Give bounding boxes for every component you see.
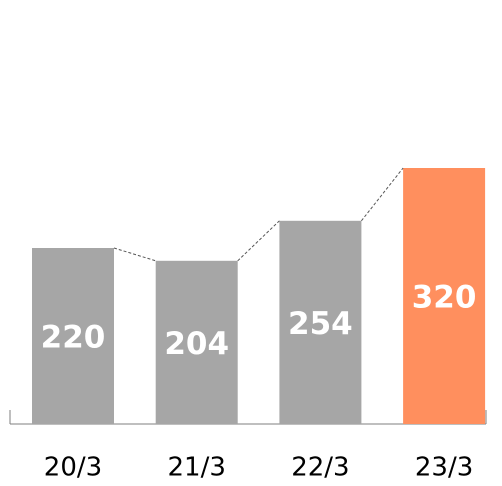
x-tick-label: 20/3 <box>44 453 102 483</box>
bar <box>403 168 486 424</box>
connector <box>361 167 404 222</box>
value-label: 220 <box>41 320 106 356</box>
bar <box>279 220 362 424</box>
x-tick-label: 23/3 <box>415 453 473 483</box>
x-tick-label: 21/3 <box>168 453 226 483</box>
bar <box>32 248 114 424</box>
x-tick-label: 22/3 <box>291 453 349 483</box>
connector <box>113 247 156 262</box>
value-label: 320 <box>412 280 477 316</box>
connector <box>237 220 280 262</box>
value-label: 254 <box>288 306 353 342</box>
bar <box>155 260 238 424</box>
value-label: 204 <box>164 326 229 362</box>
